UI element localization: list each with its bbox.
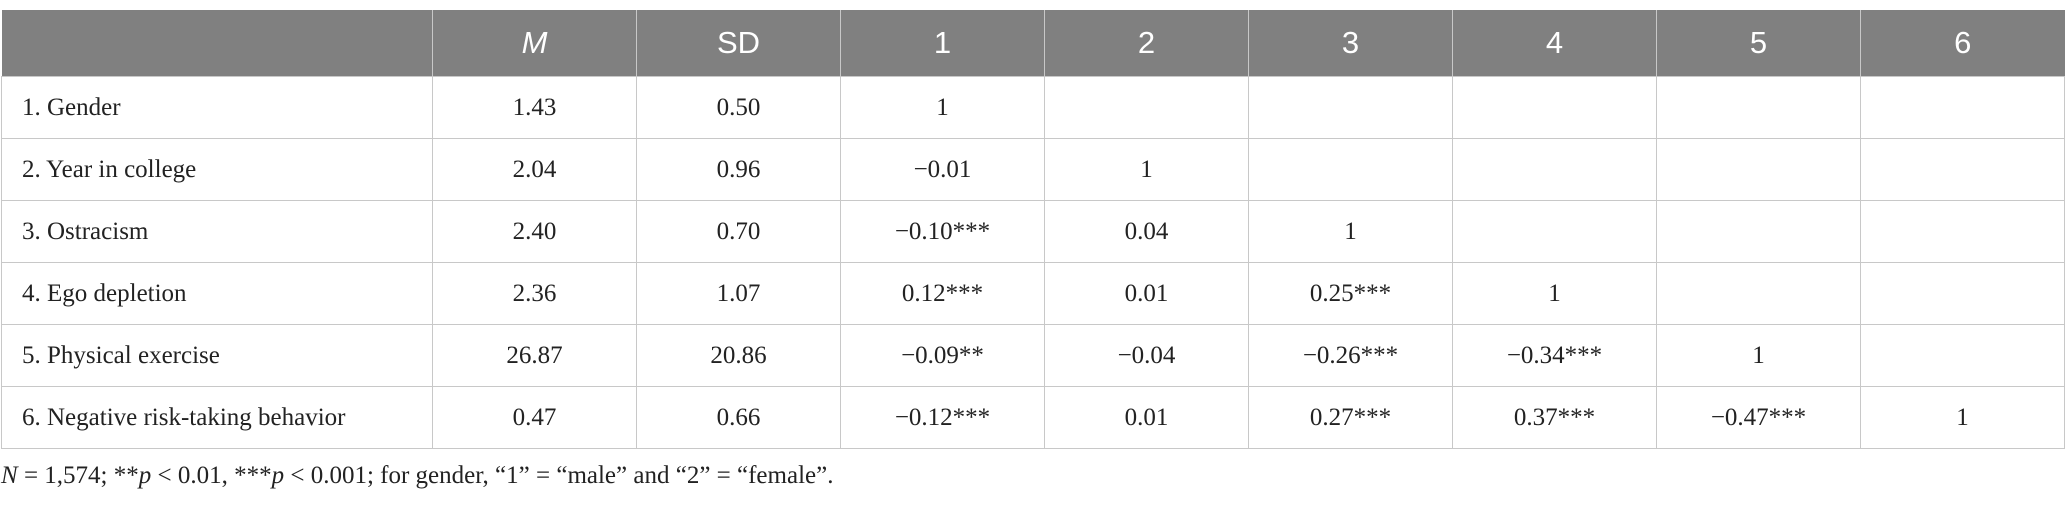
cell: −0.10*** (840, 200, 1045, 263)
cell: 0.04 (1044, 200, 1249, 263)
footnote-part: p (138, 462, 152, 489)
cell: 0.50 (636, 76, 841, 139)
cell: 1 (1452, 262, 1657, 325)
cell: −0.47*** (1656, 386, 1861, 449)
cell: 1 (1248, 200, 1453, 263)
cell: −0.26*** (1248, 324, 1453, 387)
header-cell: SD (636, 10, 841, 77)
row-label: 2. Year in college (1, 138, 433, 201)
empty-cell (1656, 138, 1861, 201)
empty-cell (1248, 76, 1453, 139)
cell: −0.01 (840, 138, 1045, 201)
table-row: 5. Physical exercise 26.87 20.86 −0.09** −0.… (1, 324, 2065, 387)
table-row: 3. Ostracism 2.40 0.70 −0.10*** 0.04 1 (1, 200, 2065, 263)
row-label: 6. Negative risk-taking behavior (1, 386, 433, 449)
empty-cell (1860, 76, 2065, 139)
empty-cell (1656, 200, 1861, 263)
header-cell: 6 (1860, 10, 2065, 77)
cell: 1 (1656, 324, 1861, 387)
cell: 0.27*** (1248, 386, 1453, 449)
header-cell: 3 (1248, 10, 1453, 77)
cell: −0.04 (1044, 324, 1249, 387)
empty-cell (1860, 324, 2065, 387)
header-cell: 5 (1656, 10, 1861, 77)
empty-cell (1656, 262, 1861, 325)
cell: 0.37*** (1452, 386, 1657, 449)
footnote-part: < 0.01, *** (151, 462, 272, 489)
header-cell: 1 (840, 10, 1045, 77)
cell: 1.07 (636, 262, 841, 325)
cell: −0.09** (840, 324, 1045, 387)
footnote-part: = 1,574; ** (17, 462, 139, 489)
cell: 1 (1860, 386, 2065, 449)
cell: 0.96 (636, 138, 841, 201)
footnote: N = 1,574; **p < 0.01, ***p < 0.001; for… (1, 462, 833, 490)
cell: 0.47 (432, 386, 637, 449)
cell: 0.01 (1044, 262, 1249, 325)
cell: 20.86 (636, 324, 841, 387)
row-label: 3. Ostracism (1, 200, 433, 263)
cell: 1 (840, 76, 1045, 139)
row-label: 1. Gender (1, 76, 433, 139)
footnote-part: p (271, 462, 285, 489)
cell: 0.01 (1044, 386, 1249, 449)
header-cell: M (432, 10, 637, 77)
empty-cell (1452, 200, 1657, 263)
empty-cell (1044, 76, 1249, 139)
empty-cell (1860, 262, 2065, 325)
cell: 0.70 (636, 200, 841, 263)
row-label: 4. Ego depletion (1, 262, 433, 325)
footnote-part: < 0.001; for gender, “1” = “male” and “2… (284, 462, 834, 489)
cell: 1.43 (432, 76, 637, 139)
table-row: 4. Ego depletion 2.36 1.07 0.12*** 0.01 0.25*… (1, 262, 2065, 325)
empty-cell (1452, 138, 1657, 201)
cell: 0.25*** (1248, 262, 1453, 325)
cell: −0.12*** (840, 386, 1045, 449)
footnote-part: N (1, 462, 18, 489)
table-row: 2. Year in college 2.04 0.96 −0.01 1 (1, 138, 2065, 201)
cell: 2.36 (432, 262, 637, 325)
cell: 1 (1044, 138, 1249, 201)
empty-cell (1860, 200, 2065, 263)
table-row: 1. Gender 1.43 0.50 1 (1, 76, 2065, 139)
empty-cell (1452, 76, 1657, 139)
empty-cell (1860, 138, 2065, 201)
cell: 0.12*** (840, 262, 1045, 325)
empty-cell (1656, 76, 1861, 139)
empty-cell (1248, 138, 1453, 201)
cell: 0.66 (636, 386, 841, 449)
correlation-table: M SD 1 2 3 4 5 6 1. Gender 1.43 0.50 1 2. Year in c… (1, 10, 2065, 449)
cell: 2.40 (432, 200, 637, 263)
cell: −0.34*** (1452, 324, 1657, 387)
table-row: 6. Negative risk-taking behavior 0.47 0.66… (1, 386, 2065, 449)
header-cell: 4 (1452, 10, 1657, 77)
cell: 26.87 (432, 324, 637, 387)
cell: 2.04 (432, 138, 637, 201)
header-cell: 2 (1044, 10, 1249, 77)
row-label: 5. Physical exercise (1, 324, 433, 387)
header-cell (1, 10, 433, 77)
header-row: M SD 1 2 3 4 5 6 (1, 10, 2065, 77)
